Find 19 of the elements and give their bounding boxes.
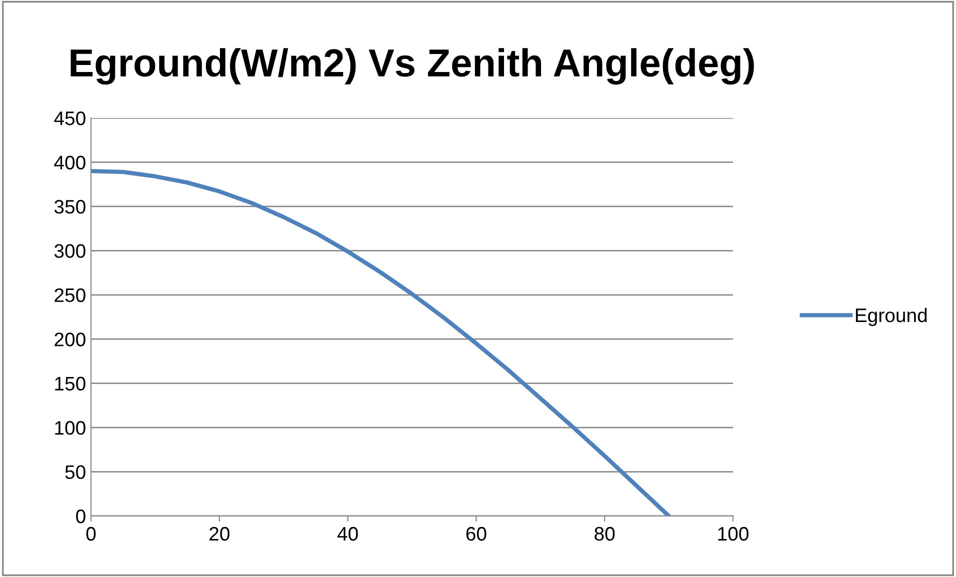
chart-title: Eground(W/m2) Vs Zenith Angle(deg) [70,48,754,85]
x-tick-label: 20 [210,526,230,541]
legend-label: Eground [856,308,927,326]
y-tick-label: 300 [54,244,86,258]
x-tick-label: 100 [718,526,748,541]
y-tick-label: 50 [65,465,86,480]
x-tick-label: 80 [594,526,615,541]
x-tick-label: 40 [337,526,358,541]
y-tick-label: 400 [54,156,86,170]
x-tick-label: 0 [86,526,96,541]
y-tick-label: 100 [55,421,86,435]
y-tick-label: 200 [54,332,86,346]
line-series [91,168,671,516]
y-tick-label: 450 [54,111,86,126]
y-tick-label: 250 [54,288,86,302]
y-tick-label: 350 [54,200,86,214]
y-tick-label: 0 [76,509,86,524]
y-tick-label: 150 [55,376,86,391]
x-tick-label: 60 [466,526,486,541]
